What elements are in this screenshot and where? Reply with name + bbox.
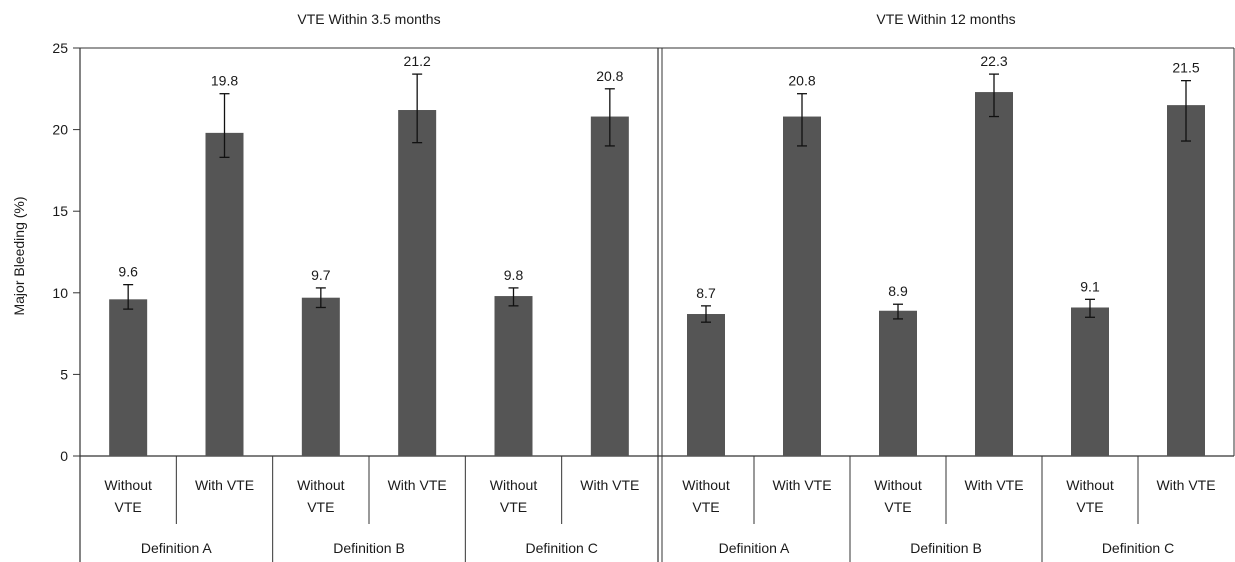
data-label: 21.2 bbox=[404, 53, 431, 69]
y-tick-label: 5 bbox=[60, 366, 68, 382]
bar bbox=[301, 297, 340, 456]
category-label: Without bbox=[1066, 477, 1114, 493]
category-label: Without bbox=[297, 477, 345, 493]
bar bbox=[1071, 307, 1109, 456]
group-label: Definition B bbox=[333, 540, 405, 556]
category-label: VTE bbox=[1076, 499, 1103, 515]
category-label: Without bbox=[874, 477, 922, 493]
group-label: Definition B bbox=[910, 540, 982, 556]
category-label: VTE bbox=[115, 499, 142, 515]
category-label: With VTE bbox=[772, 477, 831, 493]
data-label: 9.1 bbox=[1080, 278, 1100, 294]
category-label: With VTE bbox=[580, 477, 639, 493]
y-tick-label: 10 bbox=[52, 285, 68, 301]
group-label: Definition A bbox=[719, 540, 790, 556]
data-label: 22.3 bbox=[980, 53, 1007, 69]
y-axis-label: Major Bleeding (%) bbox=[11, 196, 27, 315]
data-label: 21.5 bbox=[1172, 60, 1199, 76]
category-label: With VTE bbox=[195, 477, 254, 493]
data-label: 19.8 bbox=[211, 73, 238, 89]
data-label: 8.9 bbox=[888, 283, 908, 299]
bar bbox=[783, 116, 821, 456]
data-label: 20.8 bbox=[788, 73, 815, 89]
category-label: VTE bbox=[307, 499, 334, 515]
bar bbox=[109, 299, 148, 456]
data-label: 9.8 bbox=[504, 267, 524, 283]
category-label: With VTE bbox=[1156, 477, 1215, 493]
bar bbox=[205, 132, 244, 456]
group-label: Definition C bbox=[1102, 540, 1174, 556]
data-label: 9.6 bbox=[118, 264, 138, 280]
category-label: Without bbox=[490, 477, 538, 493]
bar bbox=[590, 116, 629, 456]
category-label: Without bbox=[682, 477, 730, 493]
category-label: VTE bbox=[500, 499, 527, 515]
bar bbox=[494, 296, 533, 456]
category-label: With VTE bbox=[388, 477, 447, 493]
y-tick-label: 25 bbox=[52, 40, 68, 56]
category-label: VTE bbox=[884, 499, 911, 515]
bar bbox=[975, 92, 1013, 457]
data-label: 9.7 bbox=[311, 267, 331, 283]
category-label: Without bbox=[104, 477, 152, 493]
data-label: 8.7 bbox=[696, 285, 716, 301]
bar bbox=[1167, 105, 1205, 457]
panel-title: VTE Within 12 months bbox=[876, 11, 1015, 27]
group-label: Definition A bbox=[141, 540, 212, 556]
bar bbox=[879, 310, 917, 456]
y-tick-label: 20 bbox=[52, 122, 68, 138]
panel-title: VTE Within 3.5 months bbox=[297, 11, 440, 27]
category-label: With VTE bbox=[964, 477, 1023, 493]
category-label: VTE bbox=[692, 499, 719, 515]
bar bbox=[398, 110, 437, 457]
bar bbox=[687, 314, 725, 456]
data-label: 20.8 bbox=[596, 68, 623, 84]
y-tick-label: 15 bbox=[52, 203, 68, 219]
group-label: Definition C bbox=[525, 540, 597, 556]
y-tick-label: 0 bbox=[60, 448, 68, 464]
